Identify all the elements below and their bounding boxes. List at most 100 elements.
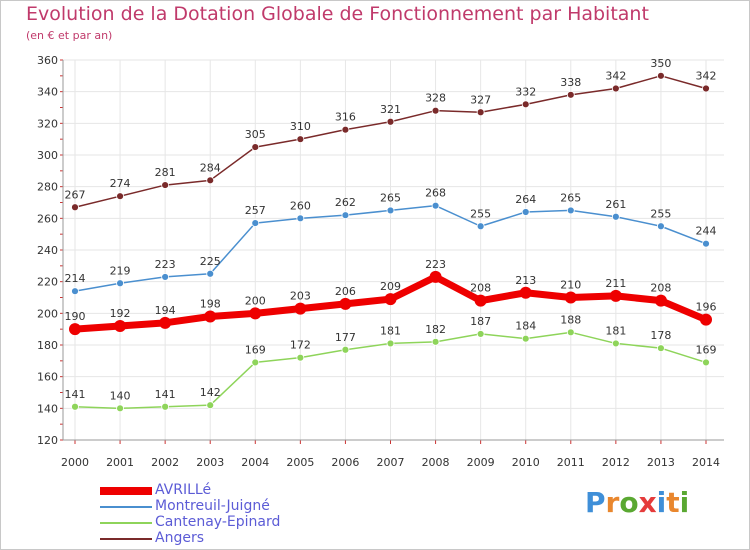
data-label-avrill--2002: 194 [155, 304, 176, 317]
legend-swatch-avrille [100, 487, 152, 495]
proxiti-logo: Proxiti [585, 486, 689, 519]
point-avrill--2011 [564, 291, 577, 304]
data-label-montreuil-juign--2002: 223 [155, 258, 176, 271]
legend-label-montreuil: Montreuil-Juigné [155, 498, 270, 514]
x-tick-label-2003: 2003 [196, 456, 224, 469]
x-tick-label-2000: 2000 [61, 456, 89, 469]
data-label-montreuil-juign--2004: 257 [245, 204, 266, 217]
data-label-cantenay-epinard-2006: 177 [335, 331, 356, 344]
point-avrill--2014 [700, 313, 712, 326]
data-label-montreuil-juign--2003: 225 [200, 255, 221, 268]
data-label-montreuil-juign--2008: 268 [425, 187, 446, 200]
point-cantenay-epinard-2002 [161, 402, 170, 411]
point-avrill--2010 [519, 286, 532, 299]
data-label-angers-2013: 350 [650, 57, 671, 70]
point-montreuil-juign--2005 [296, 214, 305, 223]
y-tick-label-280: 280 [37, 181, 58, 194]
data-label-angers-2009: 327 [470, 93, 491, 106]
y-tick-label-160: 160 [37, 371, 58, 384]
data-label-angers-2000: 267 [65, 188, 86, 201]
legend-label-angers: Angers [155, 530, 204, 546]
y-tick-label-320: 320 [37, 117, 58, 130]
point-angers-2012 [611, 84, 620, 93]
y-tick-label-140: 140 [37, 402, 58, 415]
point-cantenay-epinard-2006 [341, 345, 350, 354]
data-label-cantenay-epinard-2002: 141 [155, 388, 176, 401]
point-avrill--2007 [384, 293, 397, 306]
y-tick-label-220: 220 [37, 276, 58, 289]
logo-letter: P [585, 486, 606, 519]
data-label-cantenay-epinard-2007: 181 [380, 324, 401, 337]
data-label-montreuil-juign--2013: 255 [650, 207, 671, 220]
data-label-montreuil-juign--2012: 261 [605, 198, 626, 211]
logo-letter: t [666, 486, 680, 519]
data-label-angers-2004: 305 [245, 128, 266, 141]
point-cantenay-epinard-2012 [611, 339, 620, 348]
data-label-cantenay-epinard-2001: 140 [110, 389, 131, 402]
point-angers-2014 [702, 84, 710, 93]
point-montreuil-juign--2006 [341, 211, 350, 220]
data-label-cantenay-epinard-2011: 188 [560, 313, 581, 326]
legend-swatch-montreuil [100, 506, 152, 508]
point-montreuil-juign--2009 [476, 222, 485, 231]
data-label-montreuil-juign--2000: 214 [65, 272, 86, 285]
point-angers-2005 [296, 135, 305, 144]
data-label-avrill--2009: 208 [470, 282, 491, 295]
x-tick-label-2012: 2012 [602, 456, 630, 469]
point-angers-2011 [566, 90, 575, 99]
point-montreuil-juign--2004 [251, 219, 260, 227]
x-tick-label-2014: 2014 [692, 456, 720, 469]
point-avrill--2001 [114, 320, 127, 332]
point-avrill--2009 [474, 294, 487, 307]
x-tick-label-2002: 2002 [151, 456, 179, 469]
point-avrill--2000 [69, 323, 81, 336]
data-label-cantenay-epinard-2010: 184 [515, 320, 536, 333]
data-label-angers-2003: 284 [200, 161, 221, 174]
point-avrill--2003 [204, 310, 217, 323]
logo-letter: o [619, 486, 639, 519]
point-montreuil-juign--2003 [206, 269, 215, 278]
point-montreuil-juign--2001 [116, 279, 124, 288]
data-label-montreuil-juign--2010: 264 [515, 193, 536, 206]
y-tick-label-200: 200 [37, 307, 58, 320]
data-label-avrill--2005: 203 [290, 290, 311, 303]
point-avrill--2002 [159, 316, 172, 329]
point-cantenay-epinard-2014 [702, 358, 710, 367]
point-montreuil-juign--2008 [431, 201, 440, 210]
point-angers-2008 [431, 106, 440, 115]
point-angers-2000 [71, 203, 79, 212]
x-tick-label-2001: 2001 [106, 456, 134, 469]
data-label-montreuil-juign--2005: 260 [290, 199, 311, 212]
point-angers-2002 [161, 181, 170, 189]
y-tick-label-260: 260 [37, 212, 58, 225]
point-angers-2003 [206, 176, 215, 185]
data-label-montreuil-juign--2007: 265 [380, 191, 401, 204]
point-angers-2007 [386, 117, 395, 126]
point-angers-2001 [116, 192, 124, 201]
data-label-angers-2006: 316 [335, 111, 356, 124]
data-label-angers-2008: 328 [425, 92, 446, 105]
chart-title: Evolution de la Dotation Globale de Fonc… [26, 3, 649, 25]
data-label-avrill--2001: 192 [110, 307, 131, 320]
y-tick-label-120: 120 [37, 434, 58, 447]
point-cantenay-epinard-2010 [521, 334, 530, 343]
data-label-avrill--2013: 208 [650, 282, 671, 295]
point-cantenay-epinard-2009 [476, 330, 485, 338]
data-label-montreuil-juign--2006: 262 [335, 196, 356, 209]
point-angers-2010 [521, 100, 530, 109]
point-angers-2004 [251, 143, 260, 151]
x-tick-label-2007: 2007 [377, 456, 405, 469]
point-avrill--2013 [654, 294, 667, 307]
x-tick-label-2013: 2013 [647, 456, 675, 469]
logo-letter: i [679, 486, 690, 519]
data-label-cantenay-epinard-2014: 169 [696, 343, 717, 356]
data-label-angers-2011: 338 [560, 76, 581, 89]
data-label-angers-2012: 342 [605, 70, 626, 83]
point-montreuil-juign--2000 [71, 287, 79, 296]
data-label-angers-2010: 332 [515, 85, 536, 98]
point-montreuil-juign--2012 [611, 212, 620, 221]
x-tick-label-2004: 2004 [241, 456, 269, 469]
y-tick-label-300: 300 [37, 149, 58, 162]
data-label-avrill--2003: 198 [200, 298, 221, 311]
